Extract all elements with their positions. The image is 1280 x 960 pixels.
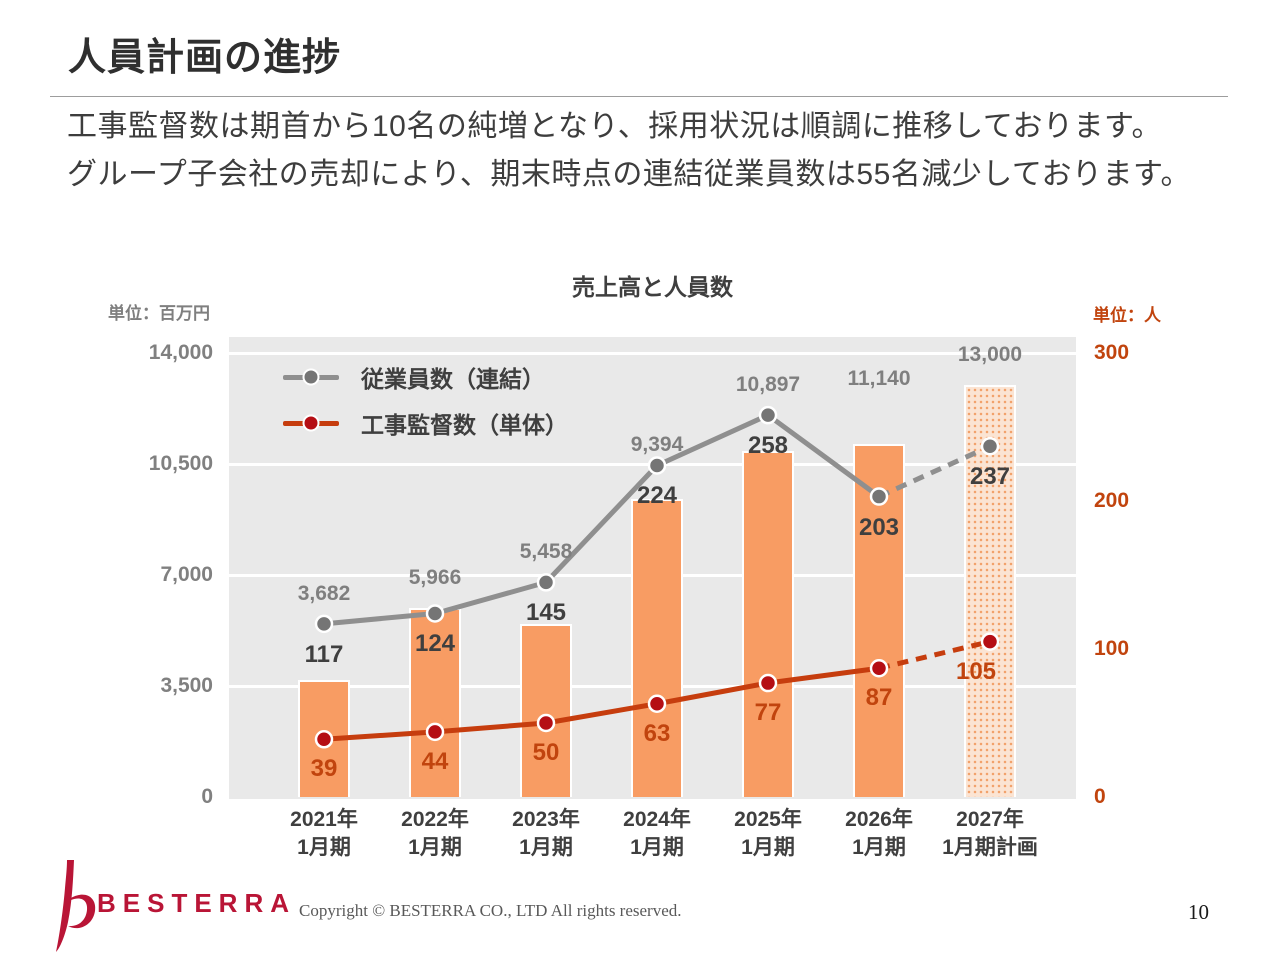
revenue-bar [742, 451, 794, 797]
left-axis-tick: 0 [201, 785, 213, 808]
right-axis-unit: 単位：人 [1093, 306, 1161, 325]
revenue-bar [520, 623, 572, 797]
supervisors-value-label: 87 [865, 684, 893, 712]
employees-value-label: 224 [636, 482, 678, 510]
revenue-value-label: 9,394 [630, 433, 684, 457]
employees-line-forecast [877, 443, 992, 499]
supervisors-point [647, 694, 667, 714]
besterra-logo-icon [56, 860, 96, 952]
x-axis-label: 2022年 1月期 [401, 808, 469, 859]
employees-point [314, 614, 334, 634]
right-axis-tick: 100 [1094, 637, 1130, 660]
summary-line-2: グループ子会社の売却により、期末時点の連結従業員数は55名減少しております。 [67, 158, 1191, 191]
supervisors-value-label: 105 [955, 657, 997, 685]
employees-point [980, 436, 1000, 456]
employees-line-marker-icon [283, 368, 339, 386]
left-axis-unit: 単位：百万円 [108, 304, 210, 323]
line-series-layer [314, 405, 1000, 749]
employees-value-label: 124 [414, 630, 456, 658]
copyright-text: Copyright © BESTERRA CO., LTD All rights… [299, 901, 682, 920]
legend-item-employees: 従業員数（連結） [283, 360, 568, 394]
employees-point [647, 456, 667, 475]
legend-item-supervisors: 工事監督数（単体） [283, 406, 568, 440]
employees-point [758, 405, 778, 425]
x-axis-label: 2023年 1月期 [512, 808, 580, 859]
employees-point [425, 604, 445, 623]
employees-value-label: 145 [525, 599, 567, 627]
employees-value-label: 237 [969, 463, 1011, 491]
page-title: 人員計画の進捗 [68, 37, 342, 79]
left-axis-tick: 7,000 [160, 563, 213, 586]
x-axis-label: 2025年 1月期 [734, 808, 802, 859]
left-axis-tick: 14,000 [148, 341, 213, 364]
employees-value-label: 117 [304, 640, 344, 668]
right-axis-tick: 200 [1094, 489, 1130, 512]
x-axis-label: 2024年 1月期 [623, 808, 691, 859]
supervisors-line-forecast [878, 639, 991, 671]
revenue-value-label: 5,966 [408, 565, 462, 589]
left-axis-tick: 3,500 [160, 674, 213, 697]
employees-value-label: 258 [747, 432, 789, 460]
supervisors-value-label: 77 [754, 699, 782, 727]
summary-line-1: 工事監督数は期首から10名の純増となり、採用状況は順調に推移しております。 [67, 110, 1162, 143]
supervisors-value-label: 44 [421, 747, 449, 775]
besterra-wordmark: BESTERRA [97, 888, 297, 918]
legend-label-employees: 従業員数（連結） [361, 366, 545, 392]
supervisors-value-label: 50 [532, 739, 560, 766]
employees-point [536, 573, 556, 592]
revenue-value-label: 5,458 [519, 540, 573, 564]
chart-plot-area [229, 337, 1076, 799]
right-axis-tick: 300 [1094, 341, 1130, 364]
supervisors-point [536, 713, 556, 733]
x-axis-label: 2026年 1月期 [845, 808, 913, 859]
left-axis-tick: 10,500 [148, 452, 213, 475]
supervisors-line [323, 665, 880, 742]
revenue-value-label: 10,897 [735, 373, 801, 397]
chart-legend: 従業員数（連結） 工事監督数（単体） [283, 360, 568, 440]
employees-line [323, 412, 881, 627]
chart-title: 売上高と人員数 [572, 274, 733, 300]
legend-label-supervisors: 工事監督数（単体） [361, 412, 568, 438]
supervisors-point [314, 730, 334, 749]
supervisors-point [425, 722, 445, 742]
right-axis-tick: 0 [1094, 785, 1106, 808]
page-number: 10 [1188, 900, 1209, 924]
revenue-value-label: 13,000 [957, 342, 1023, 366]
revenue-value-label: 11,140 [847, 366, 911, 390]
supervisors-value-label: 63 [643, 719, 671, 747]
title-divider [50, 96, 1228, 97]
supervisors-value-label: 39 [310, 755, 338, 783]
revenue-bar [631, 499, 683, 797]
revenue-bar [409, 607, 461, 797]
x-axis-label: 2021年 1月期 [290, 808, 358, 859]
slide-summary: 工事監督数は期首から10名の純増となり、採用状況は順調に推移しております。 グル… [67, 103, 1232, 199]
employees-value-label: 203 [858, 513, 900, 541]
supervisors-point [869, 658, 889, 678]
employees-point [869, 487, 889, 506]
gridline [229, 351, 1076, 355]
supervisors-line-marker-icon [283, 414, 339, 432]
x-axis-label: 2027年 1月期計画 [942, 808, 1038, 859]
revenue-value-label: 3,682 [297, 581, 351, 605]
supervisors-point [758, 673, 778, 693]
supervisors-point [980, 632, 1000, 651]
